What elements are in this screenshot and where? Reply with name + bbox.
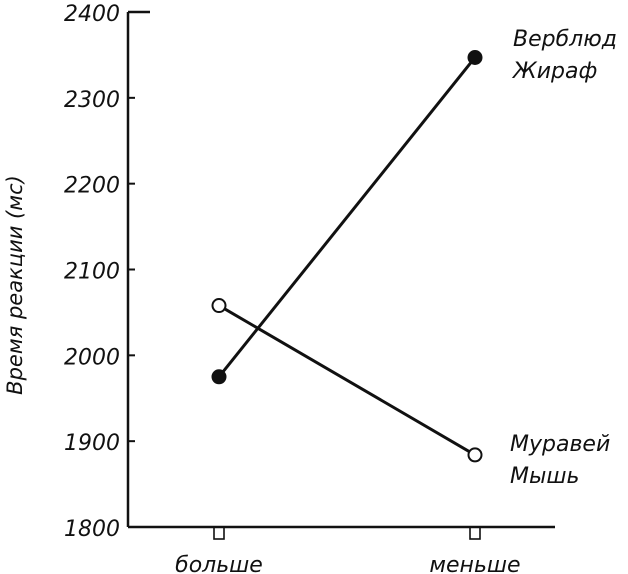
series-label: Верблюд (513, 27, 617, 52)
x-category-label: больше (175, 553, 263, 574)
series-line (218, 304, 476, 457)
series-label: Жираф (511, 59, 597, 84)
series-1: Муравей Мышь (211, 298, 610, 489)
data-point (467, 49, 483, 65)
y-tick-label: 2100 (64, 260, 120, 285)
x-categories: больше меньше (175, 526, 521, 574)
series-0: Верблюд Жираф (211, 27, 617, 385)
data-point (211, 298, 227, 314)
y-tick-label: 2300 (64, 88, 120, 113)
series-label: Мышь (510, 464, 579, 489)
axes (126, 10, 555, 529)
y-tick-label: 2000 (64, 345, 120, 370)
x-category-marker (469, 526, 481, 540)
y-tick-label: 2400 (64, 2, 120, 27)
x-category-label: меньше (429, 553, 520, 574)
y-tick-label: 1900 (64, 431, 120, 456)
y-tick-label: 2200 (64, 174, 120, 199)
data-point (211, 369, 227, 385)
y-ticks: 1800 1900 2000 2100 2200 2300 2400 (64, 2, 135, 542)
y-axis-title: Время реакции (мс) (3, 175, 27, 395)
series-group: Верблюд Жираф Муравей Мышь (211, 27, 617, 489)
series-line (217, 56, 477, 378)
y-tick-label: 1800 (64, 517, 120, 542)
series-label: Муравей (510, 432, 610, 457)
data-point (467, 447, 483, 463)
x-category-marker (213, 526, 225, 540)
